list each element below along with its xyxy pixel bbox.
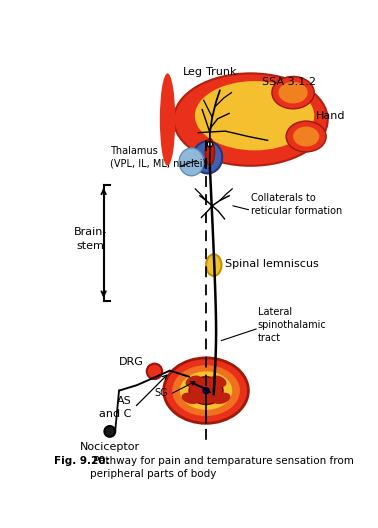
Text: Nociceptor: Nociceptor (80, 442, 140, 452)
Ellipse shape (189, 377, 223, 404)
Ellipse shape (286, 121, 326, 152)
Ellipse shape (212, 393, 231, 404)
Circle shape (207, 142, 212, 147)
Circle shape (104, 426, 115, 437)
Ellipse shape (206, 254, 222, 276)
Text: Brain-
stem: Brain- stem (74, 228, 107, 250)
Ellipse shape (172, 365, 240, 416)
Ellipse shape (164, 358, 248, 423)
Text: Trunk: Trunk (206, 67, 237, 77)
Ellipse shape (160, 73, 175, 166)
Text: DRG: DRG (119, 357, 144, 367)
Text: SSA 3.1.2: SSA 3.1.2 (262, 77, 316, 87)
Ellipse shape (181, 393, 200, 404)
Ellipse shape (186, 375, 202, 387)
Text: SG: SG (154, 388, 167, 398)
Ellipse shape (179, 148, 204, 176)
Ellipse shape (293, 127, 319, 146)
Ellipse shape (174, 73, 328, 166)
Ellipse shape (205, 138, 215, 165)
Ellipse shape (180, 371, 232, 410)
Circle shape (147, 364, 162, 379)
Text: AS
and C: AS and C (99, 397, 132, 419)
Text: Lateral
spinothalamic
tract: Lateral spinothalamic tract (258, 307, 326, 343)
Text: Leg: Leg (183, 67, 203, 77)
Ellipse shape (210, 375, 226, 387)
Text: Thalamus
(VPL, IL, ML, nuclei): Thalamus (VPL, IL, ML, nuclei) (110, 146, 206, 169)
Text: Collaterals to
reticular formation: Collaterals to reticular formation (251, 193, 342, 216)
Text: Hand: Hand (316, 111, 345, 121)
Text: Pathway for pain and temparature sensation from
peripheral parts of body: Pathway for pain and temparature sensati… (90, 456, 354, 479)
Ellipse shape (272, 77, 314, 109)
Ellipse shape (193, 141, 222, 174)
Ellipse shape (279, 82, 308, 103)
Ellipse shape (195, 81, 314, 150)
Text: Spinal lemniscus: Spinal lemniscus (225, 259, 319, 269)
Circle shape (203, 388, 209, 394)
Text: Fig. 9.20:: Fig. 9.20: (54, 456, 110, 466)
